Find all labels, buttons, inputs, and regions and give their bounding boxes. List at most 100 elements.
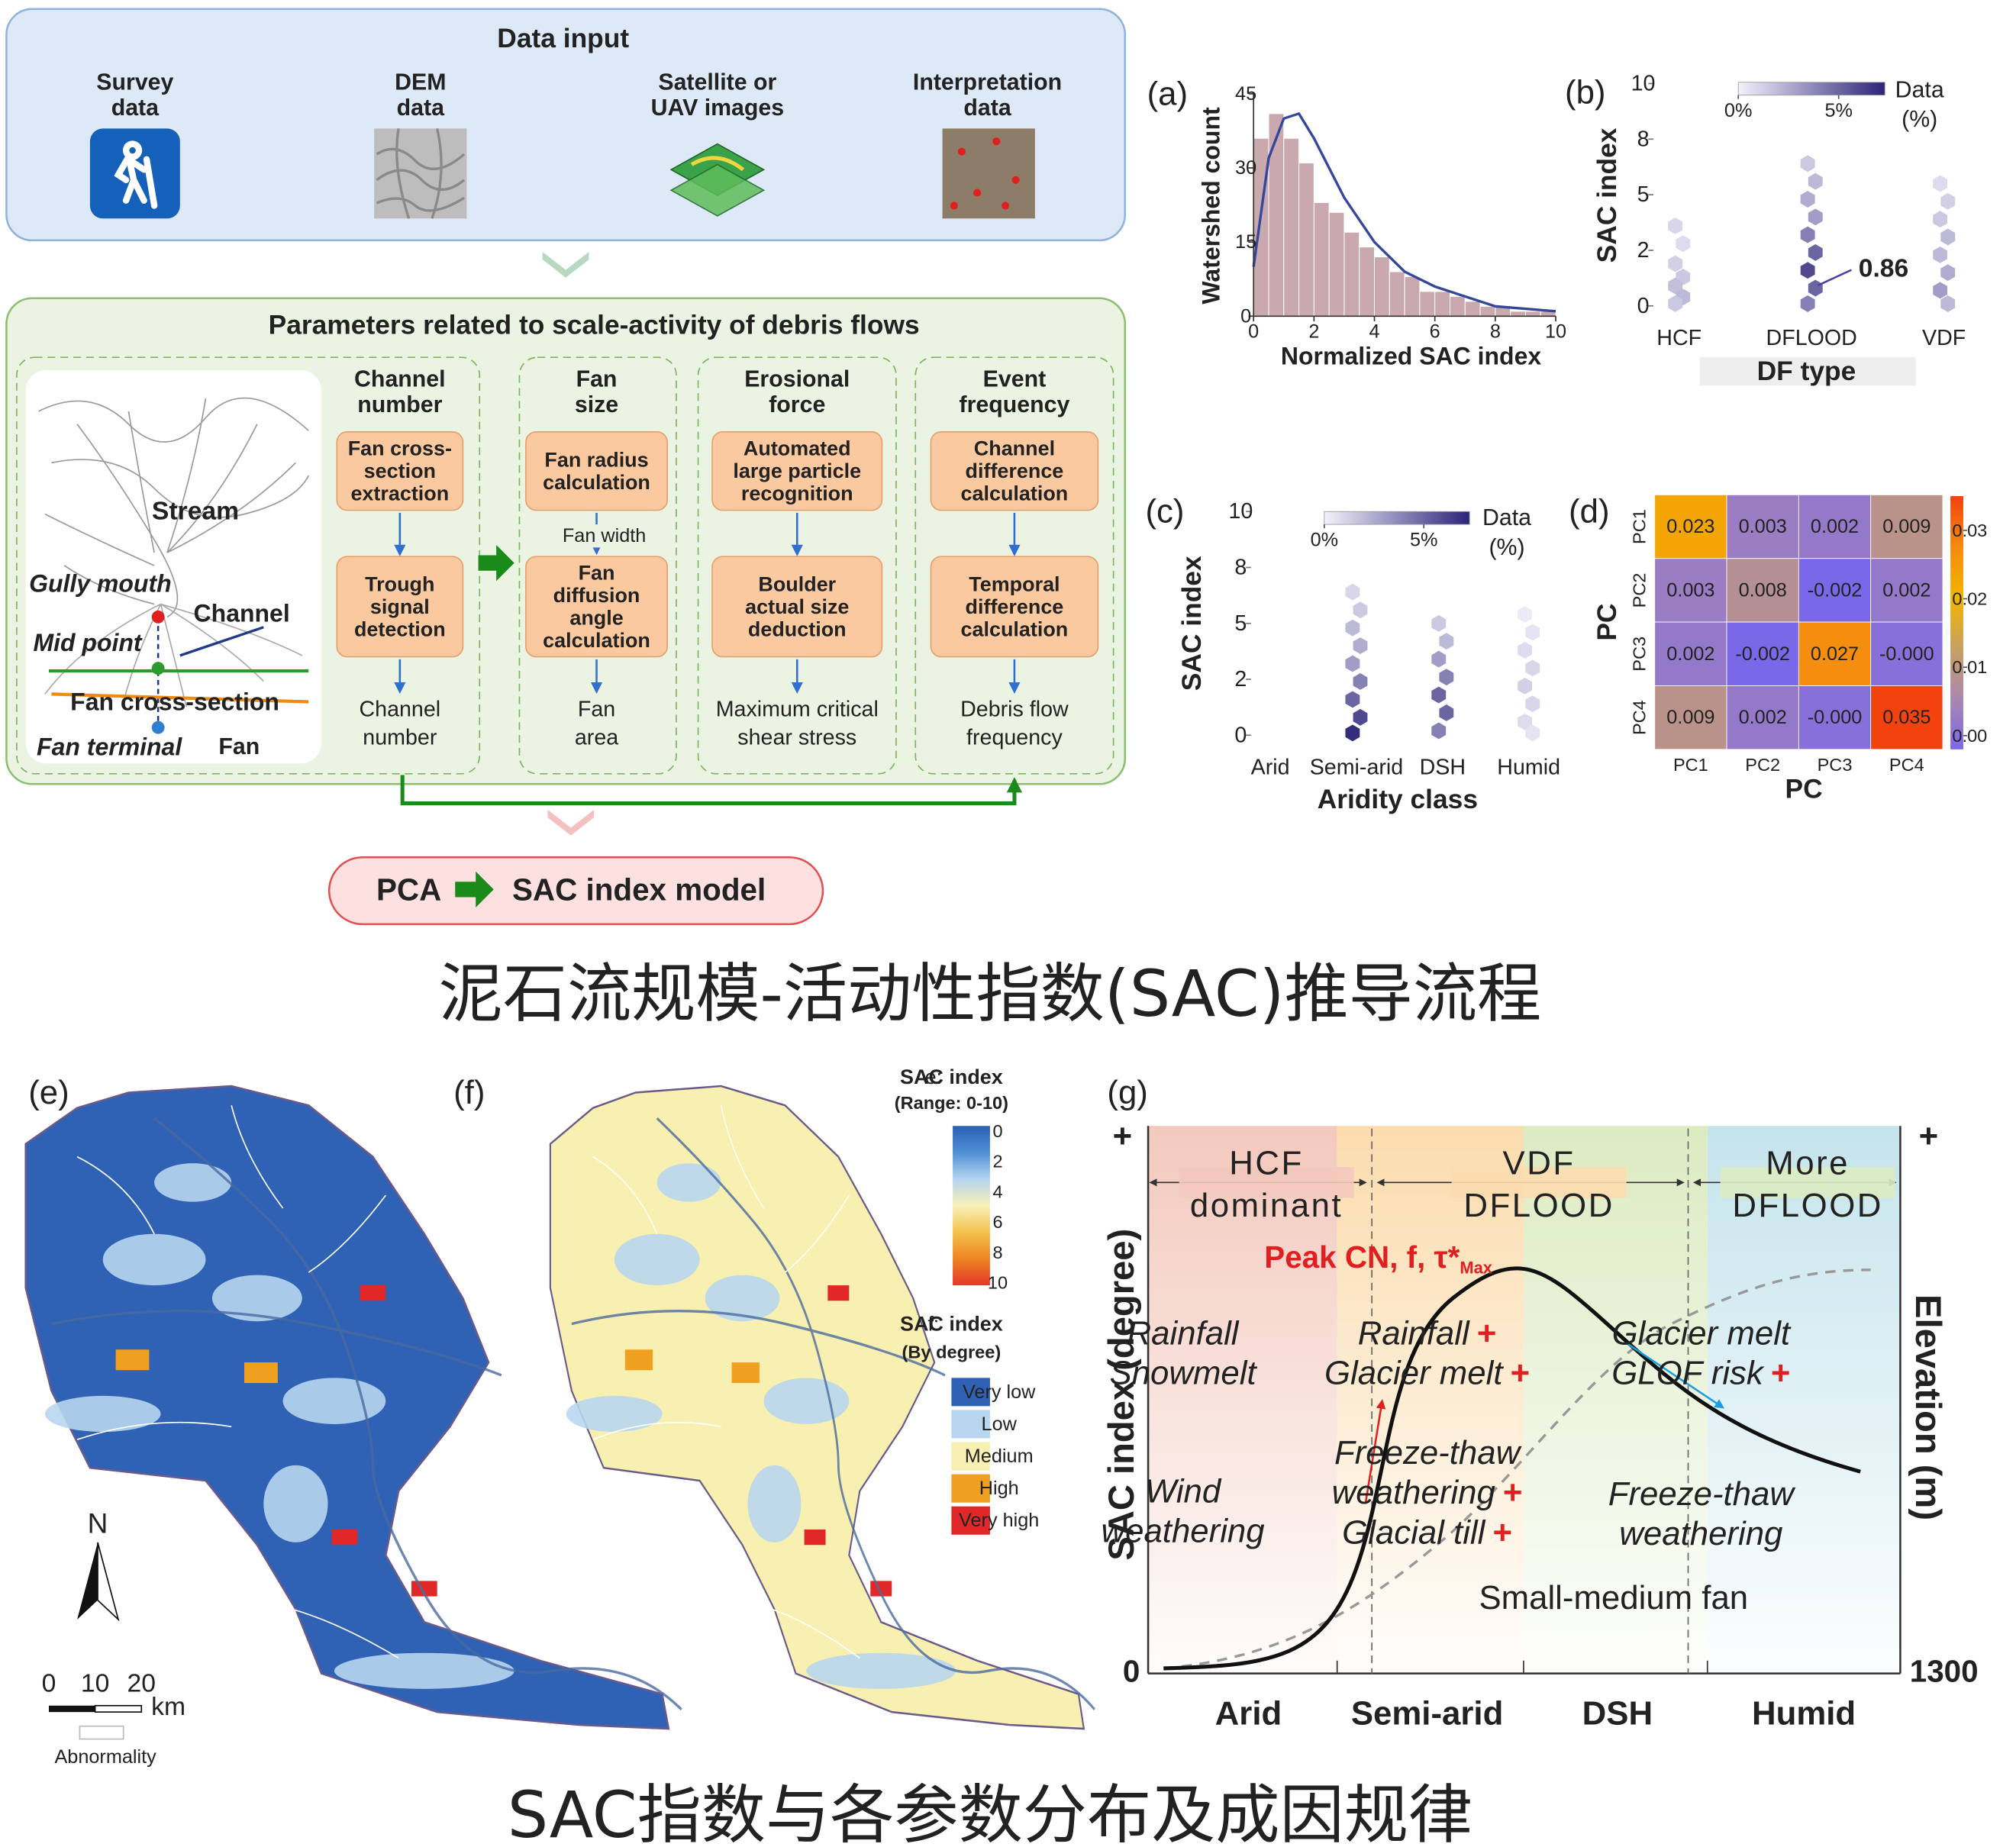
- y2-axis-label: Elevation (m): [1908, 1294, 1949, 1520]
- heatmap-cell: [1654, 685, 1727, 750]
- colorbar-title: (%): [1489, 535, 1524, 560]
- scale-label: 10: [81, 1670, 109, 1698]
- hexbin-cell: [1431, 722, 1447, 740]
- cell-label: 0.008: [1739, 579, 1787, 601]
- note-sign: +: [1492, 1513, 1512, 1551]
- column-output: area: [575, 726, 618, 750]
- y-tick-label: 0: [1637, 294, 1650, 318]
- x-tick-label: 8: [1490, 321, 1501, 342]
- note-text: weathering: [1102, 1512, 1265, 1549]
- interpretation-dot: [973, 189, 982, 197]
- map-patch: [211, 1275, 302, 1322]
- cell-label: 0.002: [1666, 643, 1714, 665]
- zone-label-bg: [1720, 1167, 1895, 1198]
- fall-arrow: [1625, 1342, 1725, 1409]
- zone-label: dominant: [1190, 1187, 1343, 1224]
- heatmap-cell: [1726, 685, 1799, 750]
- column-output: frequency: [966, 726, 1063, 750]
- section-title: Parameters related to scale-activity of …: [269, 311, 920, 340]
- map-patch: [154, 1163, 232, 1202]
- peak-main: Peak CN, f, τ*: [1264, 1239, 1460, 1275]
- diagram-label: Mid point: [33, 629, 142, 656]
- y-axis-label: SAC index: [1592, 127, 1622, 263]
- histogram-bar: [1313, 201, 1330, 317]
- y-tick-label: 15: [1235, 231, 1256, 253]
- input-label: Interpretation: [913, 69, 1062, 95]
- dem-icon-relief: [376, 128, 466, 219]
- note-text: Freeze-thaw: [1334, 1433, 1522, 1471]
- x-tick-label: 2: [1308, 321, 1319, 342]
- histogram-bar: [1283, 137, 1300, 317]
- heatmap-cell: [1726, 558, 1799, 623]
- map-patch: [282, 1378, 386, 1424]
- colorbar-tick-label: 5%: [1410, 529, 1438, 550]
- hexbin-cell: [1668, 255, 1683, 272]
- hexbin-cell: [1668, 277, 1683, 295]
- hexbin-cell: [1525, 724, 1540, 742]
- step-text: deduction: [748, 617, 847, 640]
- green-arrow: [478, 545, 514, 582]
- x-axis-label: DF type: [1757, 356, 1856, 386]
- hexbin-cell: [1808, 279, 1823, 297]
- input-label: Survey: [96, 69, 173, 95]
- scale-unit: km: [151, 1693, 185, 1721]
- histogram-bar: [1510, 311, 1526, 317]
- heatmap-cell: [1654, 558, 1727, 623]
- colorbar-title: Data: [1895, 77, 1944, 102]
- cell-label: 0.003: [1666, 579, 1714, 601]
- zone-label-bg: [1451, 1167, 1627, 1198]
- x-tick-label: 6: [1430, 321, 1440, 342]
- hexbin-cell: [1800, 262, 1815, 279]
- map-patch: [614, 1233, 700, 1286]
- hexbin-cell: [1933, 175, 1948, 192]
- input-label: UAV images: [651, 95, 785, 121]
- step-text: angle: [569, 607, 623, 630]
- heatmap-cell: [1870, 685, 1943, 750]
- step-text: Fan cross-: [348, 437, 452, 460]
- legend-subtitle: (Range: 0-10): [895, 1093, 1008, 1113]
- colorbar-tick-label: 0.00: [1952, 726, 1987, 746]
- note-sign: +: [1511, 1354, 1531, 1391]
- heatmap-cell: [1726, 621, 1799, 686]
- step-text: section: [364, 459, 436, 482]
- panel-label: (f): [453, 1074, 485, 1111]
- cell-label: 0.023: [1666, 516, 1714, 537]
- map-streams: [76, 1105, 399, 1659]
- input-label: data: [963, 95, 1011, 121]
- colorbar-tick-label: 0%: [1311, 529, 1339, 550]
- map-patch: [705, 1275, 780, 1322]
- x-tick-label: HCF: [1656, 326, 1702, 350]
- hexbin-cell: [1439, 669, 1454, 686]
- interpretation-icon: [942, 128, 1035, 219]
- legend-prefix: f:: [927, 1313, 939, 1336]
- legend-tick: 4: [992, 1181, 1002, 1201]
- histogram-bar: [1434, 291, 1450, 317]
- y-tick-label: 2: [1234, 667, 1247, 691]
- heatmap-cell: [1870, 494, 1943, 559]
- map-patch: [656, 1163, 721, 1202]
- input-label: Satellite or: [658, 69, 776, 95]
- histogram-bar: [1524, 311, 1541, 317]
- cell-label: -0.000: [1879, 643, 1934, 665]
- y-tick-label: 0: [1240, 305, 1251, 327]
- step-text: actual size: [745, 595, 849, 618]
- zone-label: HCF: [1229, 1145, 1304, 1182]
- caption: 泥石流规模-活动性指数(SAC)推导流程: [439, 956, 1542, 1031]
- histogram-bar: [1419, 291, 1436, 317]
- x-category: Semi-arid: [1351, 1694, 1503, 1732]
- model-text: PCA: [376, 872, 441, 907]
- north-arrow: [77, 1542, 98, 1620]
- note: Wind: [1145, 1472, 1222, 1510]
- histogram-bar: [1268, 113, 1285, 317]
- step-box: [930, 556, 1099, 658]
- x-category: Arid: [1215, 1694, 1282, 1732]
- fan-note: Small-medium fan: [1479, 1579, 1748, 1617]
- abnormality-swatch: [79, 1725, 124, 1740]
- note-sign: +: [1477, 1314, 1497, 1352]
- hexbin-cell: [1518, 606, 1533, 623]
- heatmap-cell: [1654, 621, 1727, 686]
- cell-label: 0.002: [1811, 516, 1859, 537]
- hexbin-cell: [1345, 655, 1360, 672]
- cell-label: -0.000: [1808, 707, 1863, 728]
- map-patch: [44, 1395, 161, 1433]
